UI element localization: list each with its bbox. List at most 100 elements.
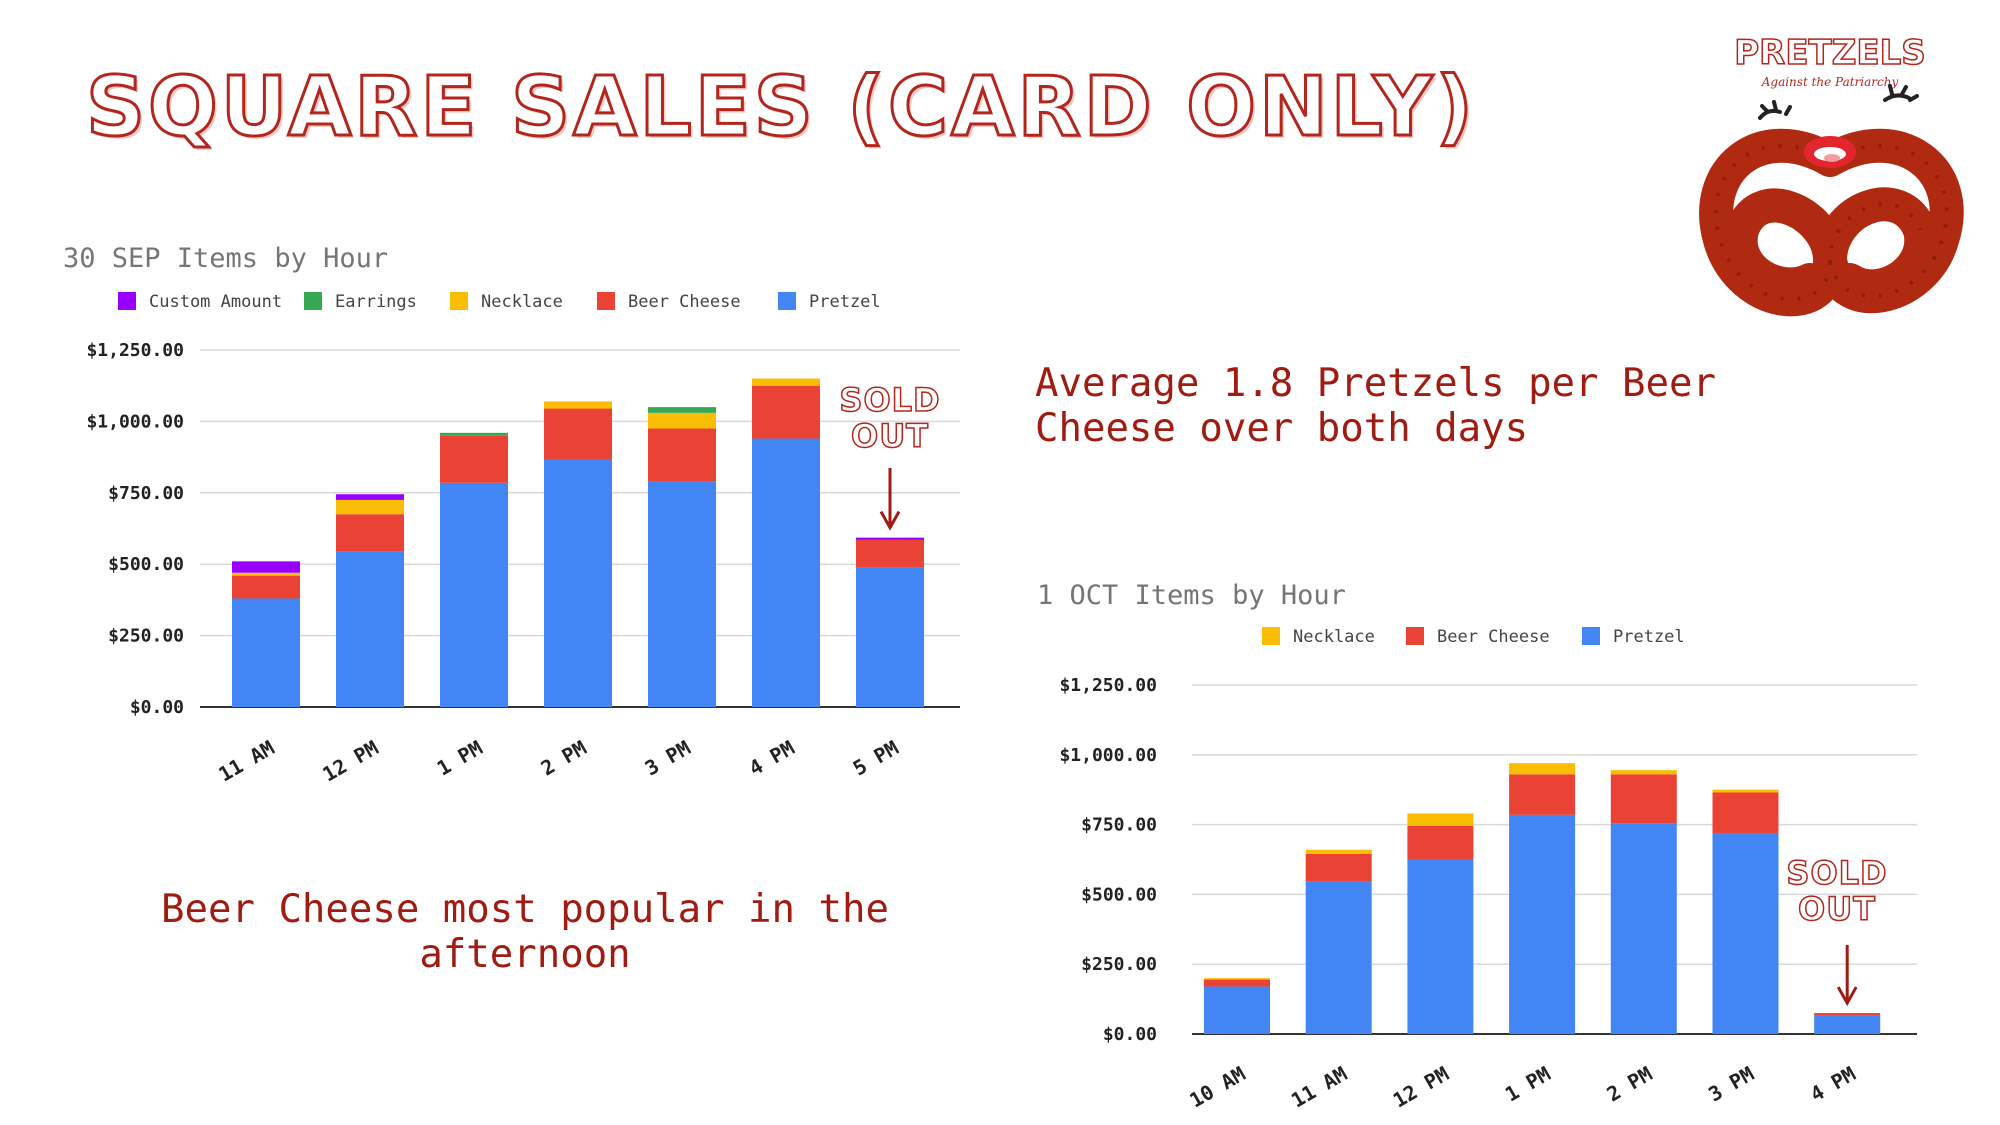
bar-earrings xyxy=(440,432,508,436)
legend-label: Beer Cheese xyxy=(1437,627,1550,647)
x-tick-label: 1 PM xyxy=(1501,1062,1555,1107)
x-tick-label: 3 PM xyxy=(641,736,695,781)
bar-pretzel xyxy=(1712,832,1779,1034)
chart-1: 1 OCT Items by Hour Necklace Beer Cheese Pr… xyxy=(1037,580,1917,1112)
legend-label: Pretzel xyxy=(809,292,881,312)
bar-pretzel xyxy=(1204,986,1270,1034)
x-tick-label: 11 AM xyxy=(1287,1062,1351,1113)
bar-pretzel xyxy=(1509,814,1576,1034)
legend-item: Earrings xyxy=(304,292,417,312)
legend-label: Custom Amount xyxy=(149,292,282,312)
bar-pretzel xyxy=(232,598,300,707)
bar-pretzel xyxy=(440,482,508,707)
bar-necklace xyxy=(648,412,716,429)
chart-title: 30 SEP Items by Hour xyxy=(63,243,388,274)
chart-0: 30 SEP Items by Hour Custom Amount Earring… xyxy=(63,243,960,786)
y-tick-label: $1,250.00 xyxy=(1059,675,1157,696)
legend-item: Pretzel xyxy=(778,292,881,312)
legend-swatch xyxy=(450,292,468,310)
legend-label: Pretzel xyxy=(1613,627,1685,647)
x-tick-label: 4 PM xyxy=(745,736,799,781)
legend-swatch xyxy=(597,292,615,310)
legend-swatch xyxy=(1406,627,1424,645)
x-tick-label: 10 AM xyxy=(1185,1062,1249,1113)
legend-swatch xyxy=(778,292,796,310)
bar-pretzel xyxy=(1610,823,1677,1034)
y-tick-label: $1,000.00 xyxy=(1059,745,1157,766)
y-tick-label: $500.00 xyxy=(108,554,184,575)
x-tick-label: 3 PM xyxy=(1704,1062,1758,1107)
sold-out-arrowhead xyxy=(1836,986,1858,1007)
bar-necklace xyxy=(544,401,612,409)
bar-beer-cheese xyxy=(1814,1013,1881,1016)
bar-pretzel xyxy=(1407,859,1474,1034)
bar-custom-amount xyxy=(232,561,300,573)
x-tick-label: 12 PM xyxy=(318,736,382,787)
x-tick-label: 11 AM xyxy=(214,736,278,787)
chart-title: 1 OCT Items by Hour xyxy=(1037,580,1346,611)
legend-swatch xyxy=(1582,627,1600,645)
y-tick-label: $500.00 xyxy=(1081,884,1157,905)
legend-label: Beer Cheese xyxy=(628,292,741,312)
legend-item: Beer Cheese xyxy=(597,292,741,312)
bar-custom-amount xyxy=(856,537,924,540)
legend-label: Earrings xyxy=(335,292,417,312)
bar-pretzel xyxy=(752,438,820,707)
bar-beer-cheese xyxy=(856,539,924,568)
x-tick-label: 1 PM xyxy=(433,736,487,781)
bar-pretzel xyxy=(1305,881,1372,1034)
bar-earrings xyxy=(648,407,716,413)
bar-pretzel xyxy=(544,459,612,707)
bar-beer-cheese xyxy=(1204,979,1270,987)
bar-necklace xyxy=(336,499,404,515)
y-tick-label: $0.00 xyxy=(1103,1024,1157,1045)
sold-out-label-oct: SOLD OUT xyxy=(1786,854,1888,928)
bar-necklace xyxy=(1305,849,1372,854)
bar-necklace xyxy=(1509,763,1576,775)
bar-necklace xyxy=(1610,770,1677,775)
bar-beer-cheese xyxy=(232,575,300,599)
sold-out-arrowhead xyxy=(879,510,901,531)
legend-item: Beer Cheese xyxy=(1406,627,1550,647)
legend-item: Custom Amount xyxy=(118,292,282,312)
legend-swatch xyxy=(118,292,136,310)
bar-custom-amount xyxy=(336,494,404,500)
x-tick-label: 4 PM xyxy=(1806,1062,1860,1107)
y-tick-label: $250.00 xyxy=(1081,954,1157,975)
x-tick-label: 12 PM xyxy=(1389,1062,1453,1113)
bar-beer-cheese xyxy=(336,514,404,552)
x-tick-label: 2 PM xyxy=(1603,1062,1657,1107)
bar-beer-cheese xyxy=(440,435,508,483)
bar-necklace xyxy=(1204,978,1270,980)
logo-tagline: Against the Patriarchy xyxy=(1761,75,1899,89)
bar-beer-cheese xyxy=(1509,774,1576,815)
bar-pretzel xyxy=(856,567,924,707)
bar-beer-cheese xyxy=(1305,853,1372,882)
y-tick-label: $750.00 xyxy=(108,483,184,504)
bar-necklace xyxy=(752,378,820,386)
bar-beer-cheese xyxy=(648,428,716,482)
sold-out-label-sep: SOLD OUT xyxy=(839,381,941,455)
bar-beer-cheese xyxy=(1712,792,1779,833)
legend-label: Necklace xyxy=(1293,627,1375,647)
bar-pretzel xyxy=(336,551,404,707)
bar-beer-cheese xyxy=(752,385,820,439)
legend-swatch xyxy=(304,292,322,310)
y-tick-label: $1,250.00 xyxy=(86,340,184,361)
legend-item: Necklace xyxy=(1262,627,1375,647)
bar-beer-cheese xyxy=(1610,774,1677,824)
legend-label: Necklace xyxy=(481,292,563,312)
afternoon-note: Beer Cheese most popular in the afternoo… xyxy=(161,887,889,977)
bar-necklace xyxy=(232,572,300,576)
bar-necklace xyxy=(1712,789,1779,793)
x-tick-label: 5 PM xyxy=(849,736,903,781)
pretzels-logo: PRETZELS Against the Patriarchy xyxy=(1699,32,1964,317)
y-tick-label: $250.00 xyxy=(108,626,184,647)
y-tick-label: $750.00 xyxy=(1081,815,1157,836)
bar-necklace xyxy=(1407,813,1474,826)
y-tick-label: $0.00 xyxy=(130,697,184,718)
x-tick-label: 2 PM xyxy=(537,736,591,781)
y-tick-label: $1,000.00 xyxy=(86,411,184,432)
legend-item: Pretzel xyxy=(1582,627,1685,647)
logo-name: PRETZELS xyxy=(1734,33,1926,73)
